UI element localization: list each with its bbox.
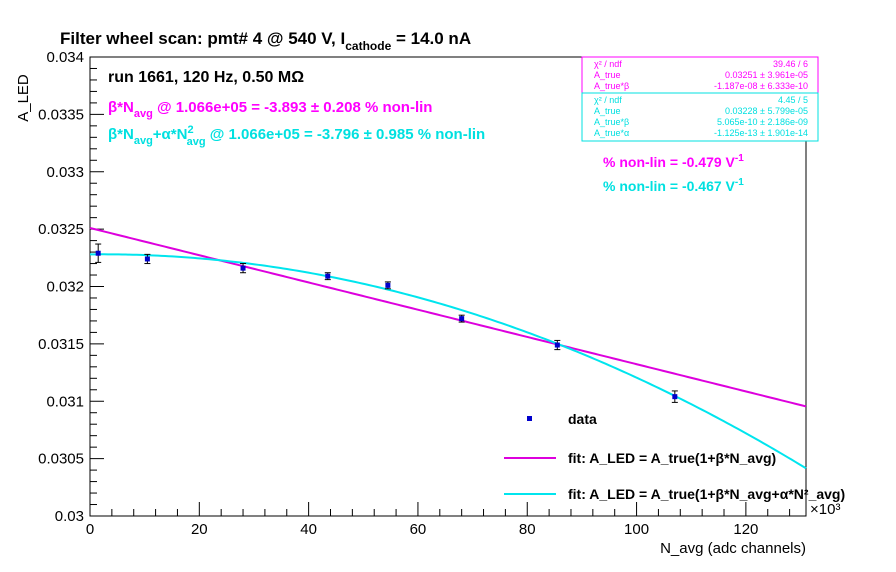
run-label: run 1661, 120 Hz, 0.50 MΩ [108, 69, 304, 86]
stats-linear-value-2: -1.187e-08 ± 6.333e-10 [714, 81, 808, 91]
nonlin-linear-text: % non-lin = -0.479 V [603, 154, 736, 170]
quadratic-fit-curve [89, 253, 807, 470]
y-tick-label: 0.0315 [38, 336, 84, 353]
data-point [95, 250, 101, 256]
data-point [144, 256, 150, 262]
stats-quad-label-2: A_true*β [594, 117, 629, 127]
stats-box-linear: χ² / ndf 39.46 / 6 A_true 0.03251 ± 3.96… [581, 56, 819, 94]
data-point [385, 282, 391, 288]
axes: 0 20 40 60 80 100 120 0.03 0.0305 0.031 0.0315 0.03… [38, 49, 791, 538]
title-main: Filter wheel scan: pmt# 4 @ 540 V, I [60, 29, 345, 48]
quad-text: @ 1.066e+05 = -3.796 ± 0.985 % non-lin [206, 126, 486, 143]
stats-linear-label-2: A_true*β [594, 81, 629, 91]
x-tick-label: 40 [300, 521, 317, 538]
legend-fit2-label: fit: A_LED = A_true(1+β*N_avg+α*N²_avg) [568, 486, 845, 502]
x-axis-title: N_avg (adc channels) [660, 540, 806, 557]
x-tick-label: 20 [191, 521, 208, 538]
legend-data-marker [527, 416, 532, 421]
y-tick-label: 0.0325 [38, 221, 84, 238]
stats-quad-label-3: A_true*α [594, 128, 629, 138]
quad-sub2: avg [187, 136, 206, 148]
beta-text: @ 1.066e+05 = -3.893 ± 0.208 % non-lin [153, 99, 433, 116]
y-tick-label: 0.0305 [38, 451, 84, 468]
data-point [240, 265, 246, 271]
quad-sup: 2 [187, 124, 193, 136]
data-point [554, 342, 560, 348]
stats-linear-value-0: 39.46 / 6 [773, 59, 808, 69]
stats-quad-value-1: 0.03228 ± 5.799e-05 [725, 106, 808, 116]
stats-quad-label-0: χ² / ndf [594, 95, 622, 105]
chart-title: Filter wheel scan: pmt# 4 @ 540 V, Icath… [60, 29, 471, 53]
x-axis-multiplier: ×10³ [810, 501, 840, 518]
nonlin-linear-sup: -1 [735, 153, 744, 164]
quad-mid: +α*N [153, 126, 188, 143]
nonlin-quad-sup: -1 [735, 177, 744, 188]
y-tick-label: 0.034 [46, 49, 84, 66]
stats-linear-label-1: A_true [594, 70, 621, 80]
linear-fit-curve [89, 227, 807, 408]
quad-summary: β*Navg+α*N2 avg @ 1.066e+05 = -3.796 ± 0.… [108, 124, 485, 148]
beta-sub: avg [134, 108, 153, 120]
x-tick-label: 120 [733, 521, 758, 538]
nonlin-linear: % non-lin = -0.479 V-1 [603, 153, 744, 170]
data-point [459, 316, 465, 322]
quad-sub1: avg [134, 135, 153, 147]
y-tick-label: 0.031 [46, 393, 84, 410]
beta-prefix: β*N [108, 99, 134, 116]
title-sub: cathode [345, 39, 391, 53]
title-tail: = 14.0 nA [391, 29, 471, 48]
x-tick-label: 80 [519, 521, 536, 538]
x-tick-label: 100 [624, 521, 649, 538]
x-tick-label: 60 [410, 521, 427, 538]
stats-box-quadratic: χ² / ndf 4.45 / 5 A_true 0.03228 ± 5.799… [581, 92, 819, 142]
stats-linear-label-0: χ² / ndf [594, 59, 622, 69]
nonlin-quad-text: % non-lin = -0.467 V [603, 178, 736, 194]
x-tick-label: 0 [86, 521, 94, 538]
stats-quad-label-1: A_true [594, 106, 621, 116]
legend-fit1-label: fit: A_LED = A_true(1+β*N_avg) [568, 450, 776, 466]
beta-summary: β*Navg @ 1.066e+05 = -3.893 ± 0.208 % no… [108, 99, 432, 120]
stats-linear-value-1: 0.03251 ± 3.961e-05 [725, 70, 808, 80]
y-axis-title: A_LED [15, 74, 32, 122]
stats-quad-value-2: 5.065e-10 ± 2.186e-09 [717, 117, 808, 127]
legend-data-label: data [568, 411, 597, 427]
y-tick-label: 0.032 [46, 279, 84, 296]
fit-curves [89, 227, 807, 470]
y-tick-label: 0.033 [46, 164, 84, 181]
y-tick-label: 0.03 [55, 508, 84, 525]
stats-quad-value-3: -1.125e-13 ± 1.901e-14 [714, 128, 808, 138]
quad-prefix: β*N [108, 126, 134, 143]
y-tick-label: 0.0335 [38, 106, 84, 123]
legend: data fit: A_LED = A_true(1+β*N_avg) fit:… [504, 411, 845, 502]
stats-quad-value-0: 4.45 / 5 [778, 95, 808, 105]
data-point [325, 273, 331, 279]
data-point [672, 394, 678, 400]
data-points [95, 243, 678, 403]
nonlin-quad: % non-lin = -0.467 V-1 [603, 177, 744, 194]
